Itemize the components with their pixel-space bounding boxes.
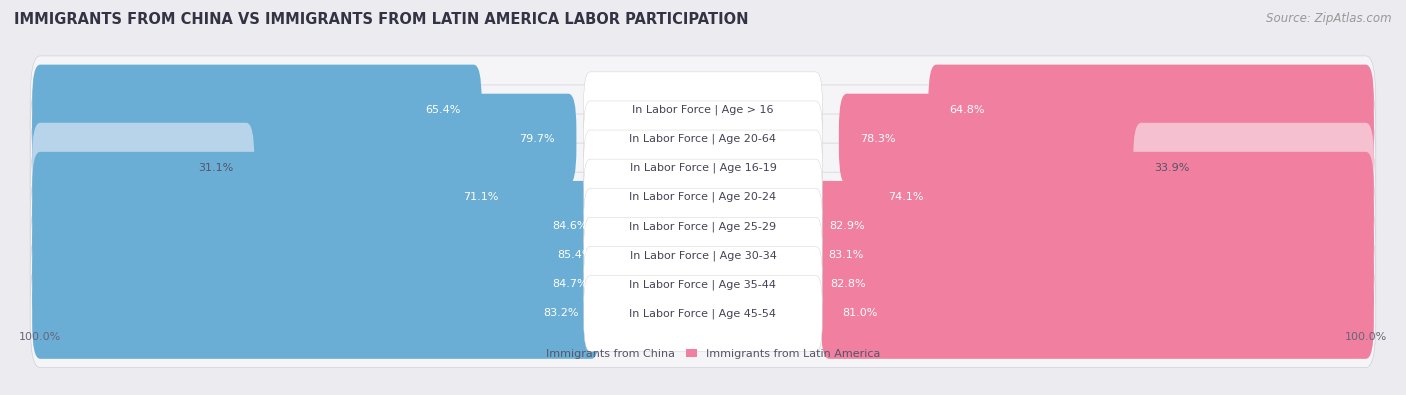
- Text: In Labor Force | Age 45-54: In Labor Force | Age 45-54: [630, 308, 776, 319]
- FancyBboxPatch shape: [583, 130, 823, 206]
- FancyBboxPatch shape: [583, 72, 823, 148]
- Text: In Labor Force | Age 20-64: In Labor Force | Age 20-64: [630, 134, 776, 144]
- FancyBboxPatch shape: [866, 152, 1374, 243]
- FancyBboxPatch shape: [32, 239, 610, 330]
- FancyBboxPatch shape: [32, 152, 519, 243]
- FancyBboxPatch shape: [30, 230, 1376, 339]
- Text: In Labor Force | Age 20-24: In Labor Force | Age 20-24: [630, 192, 776, 202]
- Text: 65.4%: 65.4%: [425, 105, 460, 115]
- FancyBboxPatch shape: [821, 268, 1374, 359]
- Text: 31.1%: 31.1%: [198, 163, 233, 173]
- Text: 71.1%: 71.1%: [463, 192, 498, 202]
- Text: In Labor Force | Age 25-29: In Labor Force | Age 25-29: [630, 221, 776, 231]
- Text: 85.4%: 85.4%: [557, 250, 593, 260]
- Text: 64.8%: 64.8%: [949, 105, 986, 115]
- Text: 100.0%: 100.0%: [1344, 332, 1386, 342]
- FancyBboxPatch shape: [30, 114, 1376, 222]
- FancyBboxPatch shape: [808, 181, 1374, 272]
- FancyBboxPatch shape: [32, 181, 609, 272]
- Text: Source: ZipAtlas.com: Source: ZipAtlas.com: [1267, 12, 1392, 25]
- FancyBboxPatch shape: [928, 65, 1374, 155]
- Text: In Labor Force | Age > 16: In Labor Force | Age > 16: [633, 105, 773, 115]
- FancyBboxPatch shape: [583, 159, 823, 235]
- Text: 82.9%: 82.9%: [830, 221, 865, 231]
- FancyBboxPatch shape: [32, 65, 482, 155]
- Text: 74.1%: 74.1%: [889, 192, 924, 202]
- FancyBboxPatch shape: [1133, 123, 1374, 213]
- Text: 84.7%: 84.7%: [553, 279, 588, 290]
- FancyBboxPatch shape: [808, 239, 1374, 330]
- Text: 78.3%: 78.3%: [860, 134, 896, 144]
- FancyBboxPatch shape: [30, 260, 1376, 367]
- Text: 81.0%: 81.0%: [842, 308, 877, 318]
- FancyBboxPatch shape: [583, 246, 823, 322]
- Text: 79.7%: 79.7%: [520, 134, 555, 144]
- Legend: Immigrants from China, Immigrants from Latin America: Immigrants from China, Immigrants from L…: [522, 344, 884, 363]
- FancyBboxPatch shape: [32, 123, 254, 213]
- Text: 84.6%: 84.6%: [553, 221, 588, 231]
- Text: 82.8%: 82.8%: [831, 279, 866, 290]
- FancyBboxPatch shape: [583, 217, 823, 293]
- FancyBboxPatch shape: [30, 143, 1376, 251]
- FancyBboxPatch shape: [30, 172, 1376, 280]
- FancyBboxPatch shape: [583, 101, 823, 177]
- FancyBboxPatch shape: [30, 56, 1376, 164]
- Text: IMMIGRANTS FROM CHINA VS IMMIGRANTS FROM LATIN AMERICA LABOR PARTICIPATION: IMMIGRANTS FROM CHINA VS IMMIGRANTS FROM…: [14, 12, 748, 27]
- FancyBboxPatch shape: [30, 85, 1376, 193]
- FancyBboxPatch shape: [583, 188, 823, 264]
- FancyBboxPatch shape: [30, 201, 1376, 309]
- Text: 33.9%: 33.9%: [1154, 163, 1189, 173]
- FancyBboxPatch shape: [32, 268, 599, 359]
- Text: 100.0%: 100.0%: [20, 332, 62, 342]
- FancyBboxPatch shape: [583, 275, 823, 352]
- Text: In Labor Force | Age 35-44: In Labor Force | Age 35-44: [630, 279, 776, 290]
- FancyBboxPatch shape: [32, 94, 576, 184]
- FancyBboxPatch shape: [807, 210, 1374, 301]
- Text: In Labor Force | Age 30-34: In Labor Force | Age 30-34: [630, 250, 776, 261]
- Text: In Labor Force | Age 16-19: In Labor Force | Age 16-19: [630, 163, 776, 173]
- Text: 83.1%: 83.1%: [828, 250, 863, 260]
- Text: 83.2%: 83.2%: [543, 308, 578, 318]
- FancyBboxPatch shape: [839, 94, 1374, 184]
- FancyBboxPatch shape: [32, 210, 614, 301]
